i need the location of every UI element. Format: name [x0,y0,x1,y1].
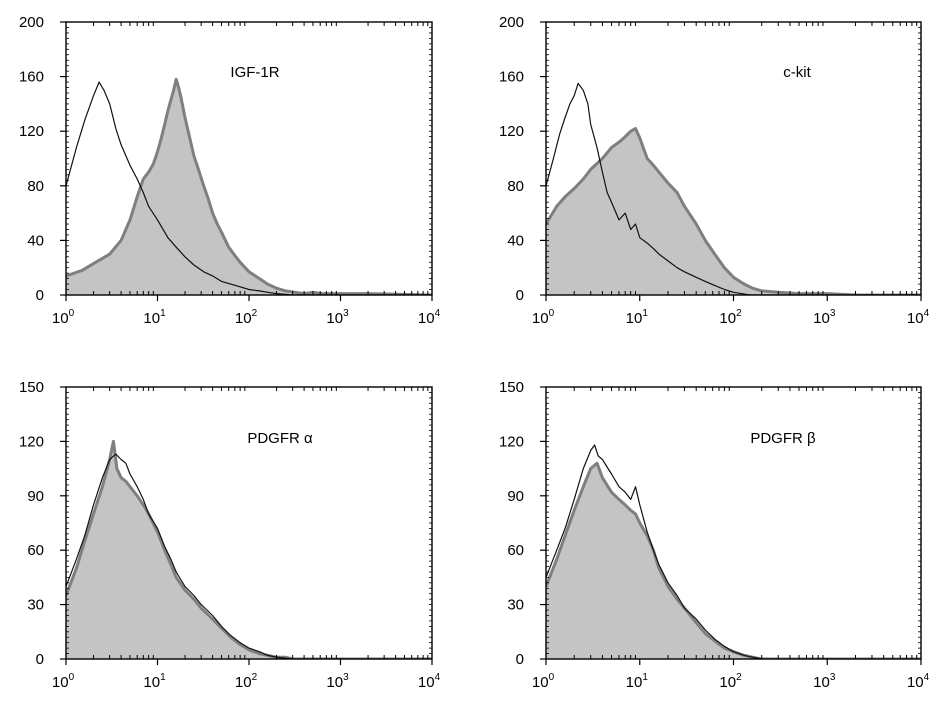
stained-histogram-fill [546,128,921,295]
x-tick-label: 101 [626,308,649,327]
y-tick-label: 0 [516,651,524,668]
stained-histogram-fill [66,79,432,295]
x-tick-label: 104 [418,672,441,691]
x-tick-label: 103 [326,308,349,327]
x-tick-label: 102 [719,308,742,327]
x-tick-label: 103 [813,672,836,691]
panel-c-kit: 100 101 102 103 104 0 40 80 120 160 200 c-kit [499,14,930,327]
panel-pdgfr-beta: 100 101 102 103 104 0 30 60 90 120 150 PDGFR β [499,379,930,691]
y-tick-label: 40 [507,232,524,249]
panel-pdgfr-alpha: 100 101 102 103 104 0 30 60 90 120 150 PDGFR α [19,379,441,691]
plot-area [66,439,432,659]
y-tick-label: 60 [27,542,44,559]
y-tick-label: 120 [19,433,44,450]
x-tick-label: 102 [719,672,742,691]
stained-histogram-line [66,77,432,295]
panel-igf-1r: 100 101 102 103 104 0 40 80 120 160 200 IGF-1R [19,14,441,327]
plot-area [546,444,921,659]
y-tick-label: 160 [19,69,44,86]
stained-histogram-line [546,127,921,295]
control-histogram-line [66,81,432,295]
y-tick-label: 0 [36,651,44,668]
x-tick-label: 104 [418,308,441,327]
x-tick-label: 102 [235,308,258,327]
control-histogram-line [546,444,921,659]
y-tick-label: 150 [499,379,524,396]
y-tick-label: 60 [507,542,524,559]
x-tick-label: 103 [813,308,836,327]
stained-histogram-fill [66,441,432,659]
y-tick-label: 120 [499,123,524,140]
y-tick-label: 200 [499,14,524,31]
x-tick-label: 101 [143,672,166,691]
plot-area [546,82,921,295]
x-tick-label: 100 [52,308,75,327]
y-tick-label: 80 [27,178,44,195]
y-tick-label: 90 [507,488,524,505]
panel-label-igf-1r: IGF-1R [230,64,279,81]
y-tick-label: 80 [507,178,524,195]
y-tick-label: 150 [19,379,44,396]
x-tick-label: 101 [143,308,166,327]
x-tick-label: 101 [626,672,649,691]
y-tick-label: 0 [516,287,524,304]
panel-label-c-kit: c-kit [783,64,811,81]
control-histogram-line [66,453,432,659]
y-tick-label: 40 [27,232,44,249]
x-tick-label: 100 [532,672,555,691]
x-tick-label: 104 [907,308,930,327]
x-tick-label: 100 [52,672,75,691]
y-tick-label: 0 [36,287,44,304]
stained-histogram-fill [546,463,921,659]
y-tick-label: 90 [27,488,44,505]
y-tick-label: 200 [19,14,44,31]
panel-label-pdgfr-beta: PDGFR β [750,430,816,447]
y-tick-label: 160 [499,69,524,86]
plot-area [66,77,432,295]
x-tick-label: 100 [532,308,555,327]
y-tick-label: 120 [19,123,44,140]
y-tick-label: 30 [27,597,44,614]
y-tick-label: 30 [507,597,524,614]
x-tick-label: 102 [235,672,258,691]
x-tick-label: 103 [326,672,349,691]
control-histogram-line [546,82,921,295]
panel-label-pdgfr-alpha: PDGFR α [247,430,313,447]
y-tick-label: 120 [499,433,524,450]
x-tick-label: 104 [907,672,930,691]
